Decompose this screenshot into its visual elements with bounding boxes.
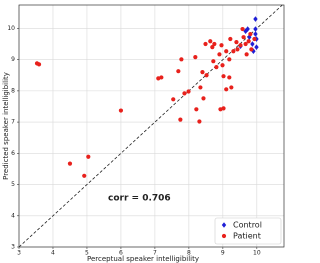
y-tick-label: 3 — [11, 244, 15, 251]
annotation: corr = 0.706 — [108, 194, 171, 204]
point — [248, 31, 253, 37]
identity-line — [18, 4, 283, 248]
point — [67, 161, 73, 166]
point — [254, 44, 259, 50]
point — [240, 26, 245, 32]
point — [243, 41, 248, 47]
x-axis-label: Perceptual speaker intelligibility — [87, 255, 199, 263]
point — [221, 74, 226, 79]
point — [219, 43, 224, 48]
point — [171, 97, 176, 102]
point — [228, 36, 233, 42]
point — [245, 26, 250, 32]
point — [252, 36, 257, 42]
point — [231, 49, 236, 54]
x-tick-label: 7 — [153, 250, 157, 257]
point — [253, 26, 258, 32]
point — [201, 96, 206, 101]
point — [227, 57, 232, 62]
y-tick-label: 5 — [11, 181, 15, 188]
point — [211, 59, 216, 64]
y-tick-label: 10 — [7, 25, 15, 32]
point — [198, 85, 203, 90]
point — [249, 47, 254, 52]
point — [241, 35, 246, 40]
point — [194, 107, 199, 112]
point — [246, 39, 251, 44]
legend-marker — [221, 222, 227, 228]
point — [253, 31, 258, 37]
point — [193, 55, 198, 60]
legend-box — [214, 217, 282, 245]
y-tick-label: 4 — [11, 212, 15, 219]
point — [197, 119, 202, 124]
point — [235, 47, 240, 52]
point — [224, 87, 229, 92]
x-tick-label: 9 — [221, 250, 225, 257]
y-tick-label: 9 — [11, 56, 15, 63]
point — [244, 52, 249, 57]
point — [217, 52, 222, 57]
point — [221, 106, 226, 111]
x-tick-label: 8 — [187, 250, 191, 257]
x-tick-label: 5 — [85, 250, 89, 257]
legend-label: Control — [233, 221, 262, 230]
point — [229, 85, 234, 90]
point — [220, 63, 225, 68]
point — [238, 43, 243, 48]
point — [179, 57, 184, 62]
y-axis-label: Predicted speaker intelligibility — [2, 72, 10, 180]
point — [250, 41, 255, 47]
point — [253, 16, 258, 22]
point — [86, 154, 91, 159]
point — [227, 75, 232, 80]
x-tick-label: 10 — [253, 250, 261, 257]
x-tick-label: 6 — [119, 250, 123, 257]
point — [118, 108, 124, 113]
point — [159, 75, 164, 80]
point — [234, 40, 239, 45]
point — [224, 49, 229, 54]
point — [178, 117, 183, 122]
point — [212, 41, 217, 47]
x-tick-label: 4 — [51, 250, 55, 257]
point — [176, 69, 181, 74]
y-tick-label: 7 — [11, 119, 15, 126]
chart: Perceptual speaker intelligibility Predi… — [2, 4, 285, 263]
point — [36, 62, 42, 67]
y-tick-label: 6 — [11, 150, 15, 157]
plot-frame — [18, 4, 285, 248]
point — [208, 39, 213, 44]
point — [203, 41, 208, 47]
x-tick-label: 3 — [17, 250, 21, 257]
point — [82, 173, 87, 178]
point — [210, 45, 215, 50]
point — [186, 89, 191, 94]
y-tick-label: 8 — [11, 87, 15, 94]
legend-label: Patient — [233, 232, 261, 241]
point — [243, 28, 248, 35]
legend-marker — [221, 233, 227, 239]
point — [182, 91, 187, 96]
point — [200, 70, 205, 75]
point — [204, 73, 209, 78]
point — [214, 65, 219, 70]
